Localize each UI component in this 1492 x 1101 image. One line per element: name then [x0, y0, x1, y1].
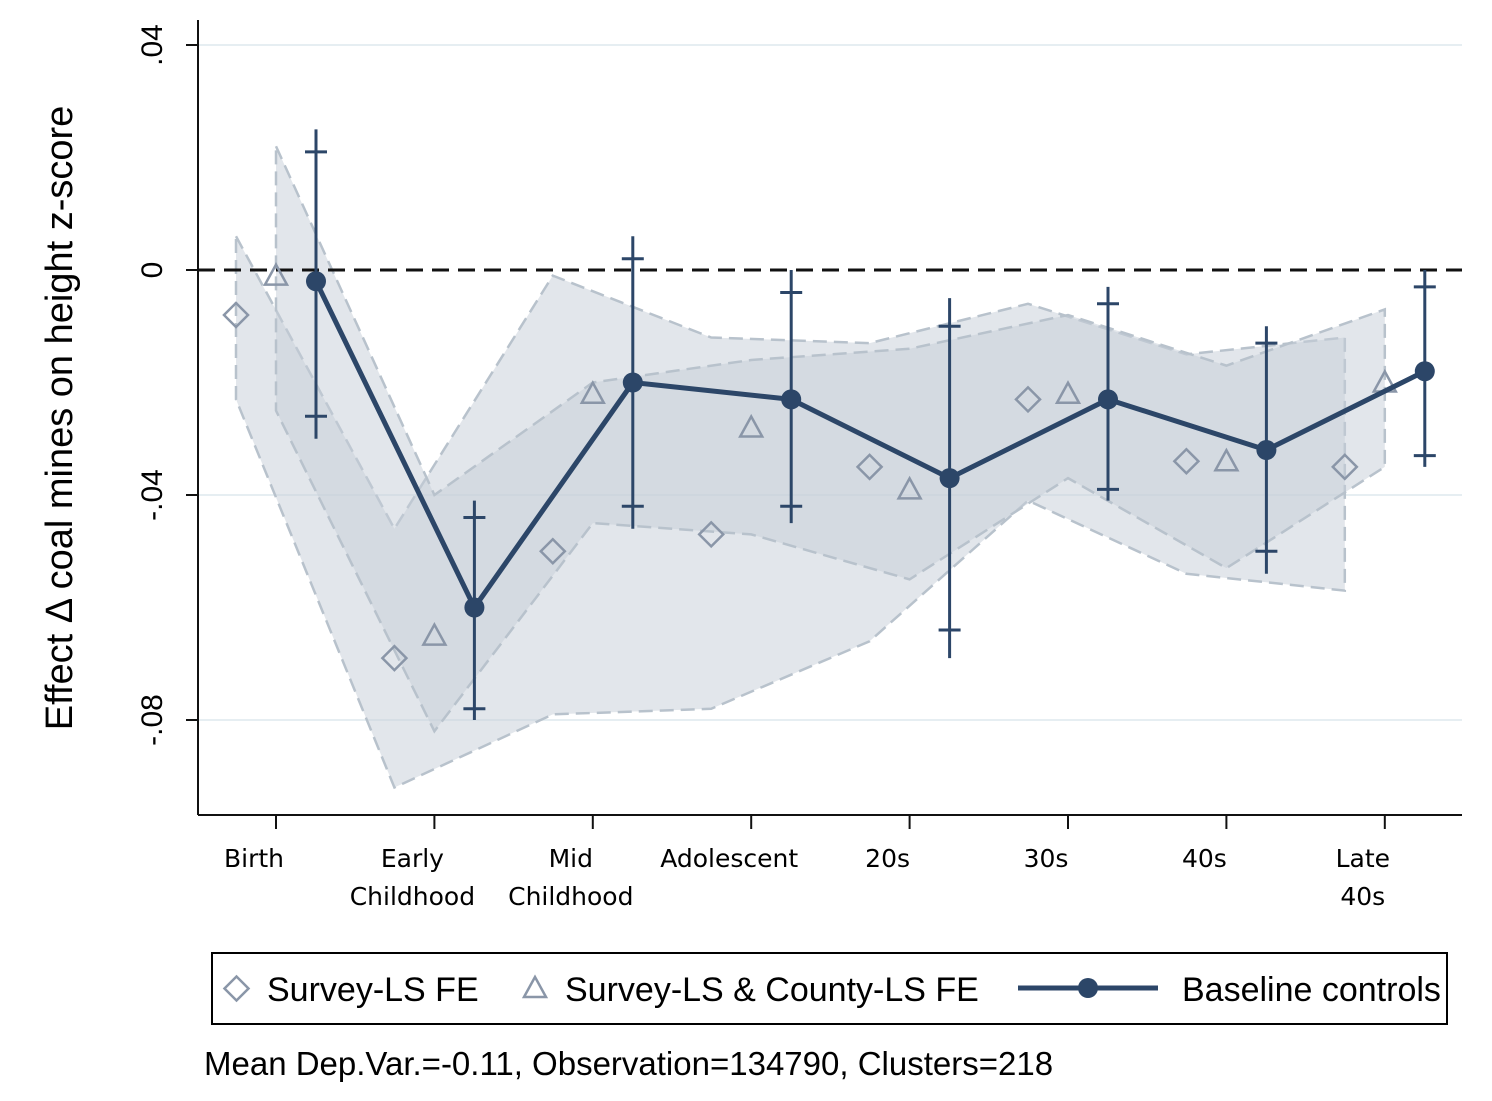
- axes: [197, 20, 1462, 816]
- baseline-point: [781, 389, 802, 410]
- y-axis-label: Effect Δ coal mines on height z-score: [39, 106, 81, 731]
- baseline-point: [1098, 389, 1118, 410]
- survey-ls-diamond: [222, 301, 250, 329]
- survey-county-ls-triangle: [1213, 447, 1240, 472]
- baseline-line: [313, 280, 1426, 610]
- survey-ls-diamond: [380, 644, 409, 672]
- legend-box: [211, 952, 1448, 1025]
- baseline-series: [305, 129, 1436, 720]
- summary-note: Mean Dep.Var.=-0.11, Observation=134790,…: [204, 1045, 1053, 1082]
- x-tick-label: 40s: [1182, 844, 1227, 873]
- y-tick-label: 0: [136, 262, 169, 279]
- y-ticks: .04 0 -.04 -.08: [136, 24, 198, 746]
- legend-label-survey-ls: Survey-LS FE: [267, 971, 479, 1009]
- legend-triangle-icon: [521, 974, 549, 999]
- survey-ls-diamond: [697, 520, 725, 549]
- legend-label-baseline: Baseline controls: [1182, 971, 1441, 1009]
- survey-county-ls-triangle: [738, 413, 765, 438]
- y-tick-label: .04: [136, 24, 169, 66]
- survey-ls-diamond: [1331, 453, 1359, 481]
- alt-spec-markers: [222, 262, 1398, 672]
- x-tick-label: Childhood: [508, 882, 633, 911]
- baseline-point: [306, 271, 326, 292]
- survey-ls-diamond: [539, 537, 567, 566]
- legend: Survey-LS FE Survey-LS & County-LS FE Ba…: [211, 952, 1448, 1025]
- x-tick-label: Late: [1336, 844, 1390, 873]
- survey-county-ls-triangle: [1054, 380, 1082, 404]
- x-tick-label: Adolescent: [660, 844, 798, 873]
- survey-ls-diamond: [855, 453, 884, 481]
- legend-label-survey-county-ls: Survey-LS & County-LS FE: [565, 971, 979, 1009]
- x-tick-label: Early: [381, 844, 444, 873]
- legend-baseline-marker-icon: [1078, 978, 1098, 998]
- x-tick-label: 40s: [1340, 882, 1385, 911]
- baseline-point: [1414, 361, 1435, 382]
- survey-county-ls-triangle: [896, 475, 923, 500]
- baseline-point: [939, 468, 960, 489]
- x-tick-label: Childhood: [350, 882, 475, 911]
- survey-county-ls-triangle: [579, 380, 606, 404]
- x-tick-label: 30s: [1024, 844, 1069, 873]
- baseline-point: [622, 372, 643, 393]
- survey-county-ls-triangle: [421, 622, 448, 646]
- baseline-point: [1256, 440, 1277, 460]
- x-tick-label: 20s: [865, 844, 910, 873]
- x-ticks: Birth Early Childhood Mid Childhood Adolescen…: [224, 815, 1390, 911]
- y-tick-label: -.04: [136, 469, 169, 521]
- legend-diamond-icon: [222, 974, 251, 1003]
- survey-ls-diamond: [1172, 447, 1201, 476]
- x-tick-label: Birth: [224, 844, 284, 873]
- survey-ls-diamond: [1014, 385, 1042, 414]
- survey-county-ls-triangle: [262, 262, 290, 286]
- survey-county-ls-band: [274, 145, 1387, 734]
- y-tick-label: -.08: [136, 694, 169, 746]
- x-tick-label: Mid: [549, 844, 593, 873]
- baseline-point: [464, 597, 485, 618]
